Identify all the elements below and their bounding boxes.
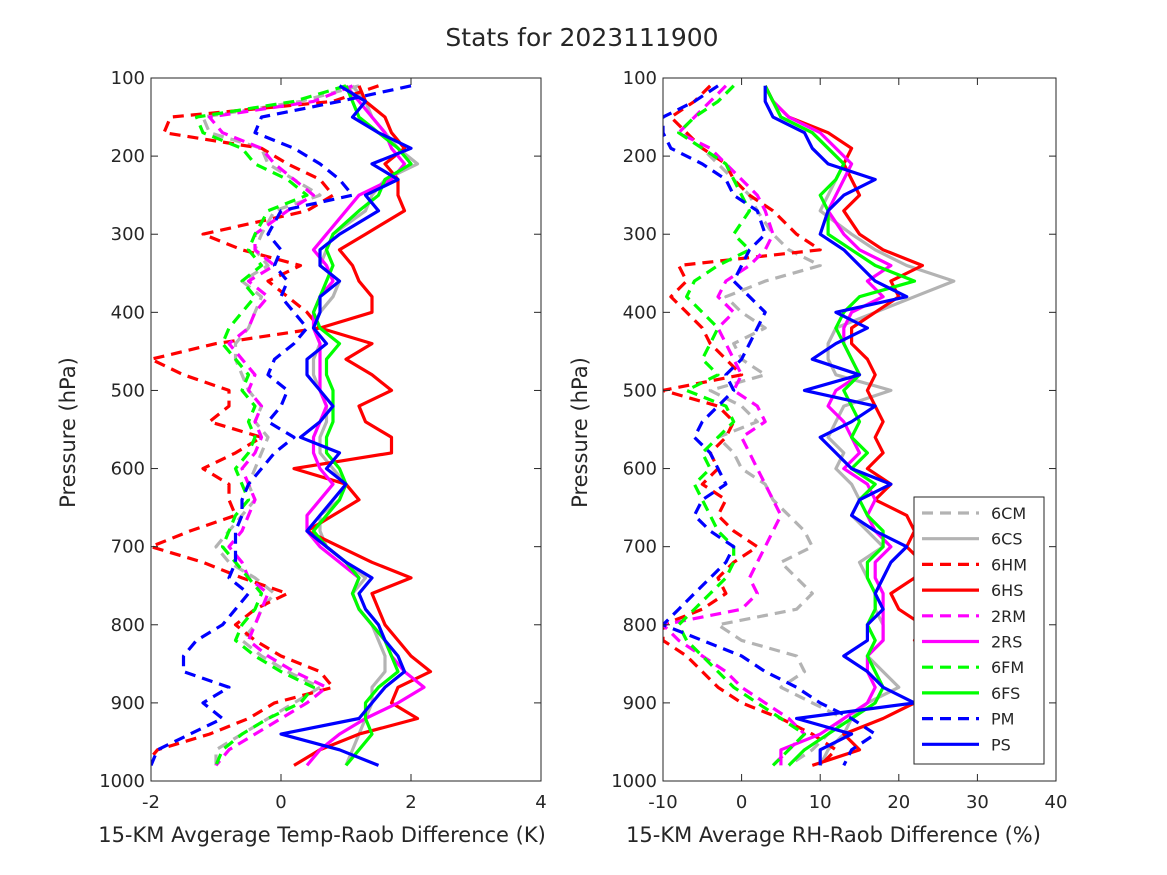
rh-series-6fm — [677, 84, 807, 767]
temp-ytick-label: 600 — [111, 459, 145, 480]
rh-ytick-label: 800 — [623, 615, 657, 636]
legend-label-pm: PM — [991, 710, 1014, 729]
rh-series-layer — [663, 84, 956, 767]
temp-xtick-label: -2 — [142, 792, 160, 813]
temp-xtick-label: 0 — [275, 792, 286, 813]
temp-ytick-label: 700 — [111, 537, 145, 558]
rh-ytick-label: 700 — [623, 537, 657, 558]
rh-xtick-label: 20 — [887, 792, 910, 813]
rh-ytick-label: 400 — [623, 302, 657, 323]
rh-axes-box — [662, 77, 1057, 782]
rh-series-pm — [663, 84, 877, 767]
temp-series-6fs — [311, 85, 413, 767]
rh-ytick-label: 500 — [623, 380, 657, 401]
temp-panel: -2 0 2 4 100 200 300 400 500 600 700 800 900 1000 15-… — [56, 68, 547, 847]
temp-ytick-label: 900 — [111, 693, 145, 714]
rh-series-6fs — [763, 85, 917, 767]
temp-series-6hm — [151, 84, 380, 761]
rh-xlabel: 15-KM Average RH-Raob Difference (%) — [626, 823, 1041, 847]
rh-ylabel: Pressure (hPa) — [568, 357, 592, 508]
temp-plot-area — [151, 78, 541, 781]
temp-series-ps — [279, 84, 413, 767]
legend-label-6hm: 6HM — [991, 555, 1027, 574]
temp-series-6hs — [292, 85, 433, 767]
rh-series-ps — [763, 85, 917, 766]
rh-xtick-label: 0 — [736, 792, 747, 813]
rh-ytick-label: 300 — [623, 224, 657, 245]
legend-label-2rs: 2RS — [991, 633, 1022, 652]
rh-ytick-label: 200 — [623, 146, 657, 167]
temp-series-6cm — [201, 84, 360, 766]
legend-label-6hs: 6HS — [991, 581, 1023, 600]
rh-ytick-label: 600 — [623, 459, 657, 480]
legend-label-6fm: 6FM — [991, 658, 1024, 677]
temp-axes-box — [150, 77, 542, 782]
rh-series-2rm — [663, 84, 807, 767]
temp-ytick-label: 200 — [111, 146, 145, 167]
rh-ytick-label: 100 — [623, 68, 657, 89]
rh-xtick-label: 30 — [966, 792, 989, 813]
temp-xtick-label: 2 — [405, 792, 416, 813]
temp-ytick-label: 400 — [111, 302, 145, 323]
legend: 6CM 6CS 6HM 6HS 2RM 2RS 6FM 6FS PM PS — [913, 496, 1045, 765]
legend-label-6cm: 6CM — [991, 504, 1026, 523]
temp-series-6cs — [311, 84, 420, 767]
rh-ytick-label: 1000 — [611, 771, 657, 792]
figure-title: Stats for 2023111900 — [445, 23, 718, 52]
temp-ylabel: Pressure (hPa) — [56, 357, 80, 508]
temp-plot-background — [151, 78, 541, 781]
temp-ytick-label: 800 — [111, 615, 145, 636]
legend-box — [913, 496, 1045, 765]
rh-series-6hm — [663, 84, 838, 767]
temp-ytick-label: 500 — [111, 380, 145, 401]
rh-xtick-label: -10 — [648, 792, 677, 813]
legend-label-6fs: 6FS — [991, 684, 1020, 703]
temp-axes: -2 0 2 4 100 200 300 400 500 600 700 800 900 1000 — [99, 68, 547, 813]
legend-label-2rm: 2RM — [991, 607, 1026, 626]
temp-ytick-label: 100 — [111, 68, 145, 89]
temp-xlabel: 15-KM Avgerage Temp-Raob Difference (K) — [98, 823, 546, 847]
temp-ytick-label: 300 — [111, 224, 145, 245]
rh-xtick-label: 40 — [1045, 792, 1068, 813]
temp-ytick-label: 1000 — [99, 771, 145, 792]
rh-ytick-label: 900 — [623, 693, 657, 714]
temp-xtick-label: 4 — [535, 792, 546, 813]
legend-label-ps: PS — [991, 735, 1011, 754]
temp-series-layer — [151, 84, 433, 767]
rh-xtick-label: 10 — [809, 792, 832, 813]
rh-axes: -10 0 10 20 30 40 100 200 300 400 500 600 700 800 900 1… — [611, 68, 1067, 813]
legend-label-6cs: 6CS — [991, 530, 1023, 549]
